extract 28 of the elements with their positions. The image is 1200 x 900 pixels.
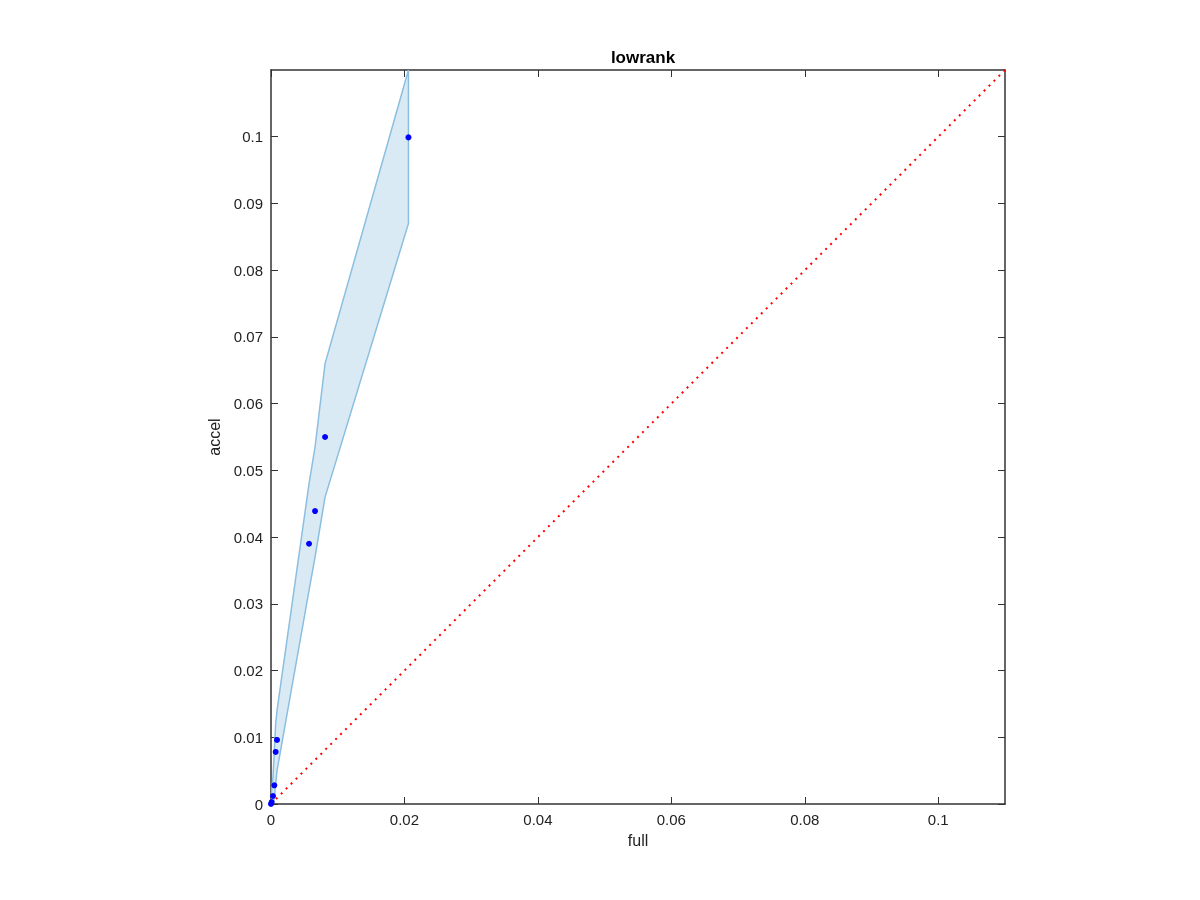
x-tick-label: 0.04 <box>523 811 553 828</box>
point <box>272 748 279 755</box>
x-tick-label: 0.08 <box>790 811 820 828</box>
y-tick-label: 0.01 <box>233 728 263 746</box>
chart-title: lowrank <box>610 48 676 67</box>
y-tick-label: 0.1 <box>242 128 263 146</box>
y-tick-label: 0.06 <box>233 395 263 413</box>
y-tick-label: 0.09 <box>233 194 263 212</box>
x-axis-title: full <box>627 831 649 849</box>
x-tick-label: 0.1 <box>927 811 949 828</box>
y-tick-label: 0.04 <box>233 528 263 546</box>
y-tick-label: 0.07 <box>233 328 263 346</box>
point <box>312 508 319 515</box>
y-tick-label: 0.02 <box>233 662 263 680</box>
point <box>306 540 313 547</box>
y-axis-title: accel <box>206 418 224 456</box>
x-tick-label: 0.06 <box>656 811 686 828</box>
point <box>270 792 276 799</box>
x-tick-label: 0 <box>266 811 276 828</box>
y-tick-label: 0.08 <box>233 261 263 279</box>
point <box>271 782 278 789</box>
point <box>274 736 281 743</box>
point <box>322 434 329 440</box>
y-tick-label: 0.03 <box>233 595 263 613</box>
point <box>405 134 412 141</box>
x-tick-label: 0.02 <box>389 811 420 828</box>
y-tick-label: 0.05 <box>233 461 263 479</box>
y-tick-label: 0 <box>254 795 263 813</box>
